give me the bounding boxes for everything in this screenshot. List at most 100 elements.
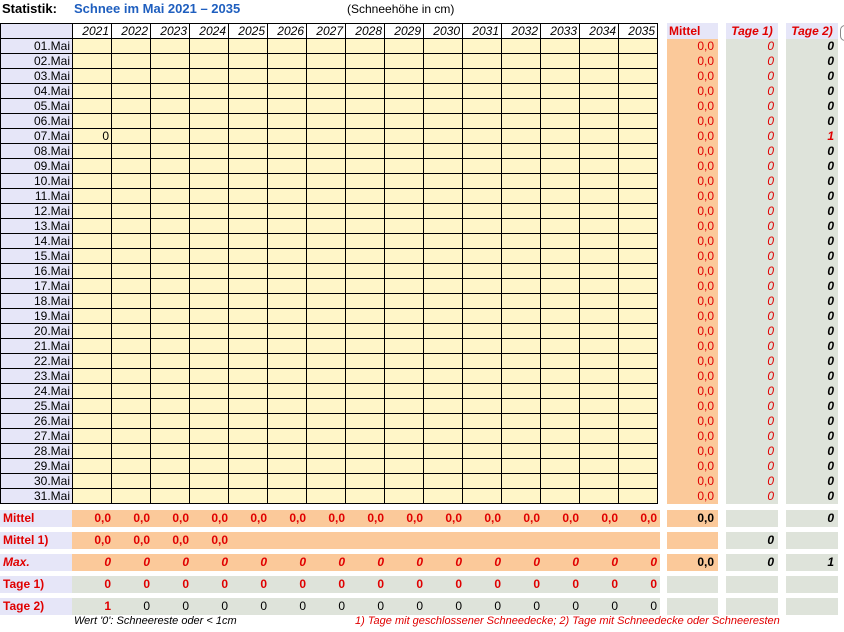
data-cell[interactable]: [462, 293, 502, 309]
data-cell[interactable]: [228, 428, 268, 444]
data-cell[interactable]: [345, 248, 385, 264]
data-cell[interactable]: [228, 233, 268, 249]
data-cell[interactable]: [423, 368, 463, 384]
data-cell[interactable]: [501, 38, 541, 54]
data-cell[interactable]: [111, 263, 151, 279]
data-cell[interactable]: [72, 188, 112, 204]
data-cell[interactable]: [501, 458, 541, 474]
data-cell[interactable]: [189, 278, 229, 294]
data-cell[interactable]: [306, 443, 346, 459]
data-cell[interactable]: [228, 188, 268, 204]
data-cell[interactable]: [306, 338, 346, 354]
data-cell[interactable]: [540, 113, 580, 129]
data-cell[interactable]: [267, 413, 307, 429]
data-cell[interactable]: [72, 113, 112, 129]
data-cell[interactable]: [267, 398, 307, 414]
data-cell[interactable]: [267, 68, 307, 84]
data-cell[interactable]: [579, 428, 619, 444]
data-cell[interactable]: [228, 293, 268, 309]
data-cell[interactable]: [306, 53, 346, 69]
data-cell[interactable]: [345, 233, 385, 249]
data-cell[interactable]: [384, 203, 424, 219]
data-cell[interactable]: [423, 233, 463, 249]
data-cell[interactable]: [618, 53, 658, 69]
data-cell[interactable]: [111, 203, 151, 219]
data-cell[interactable]: [267, 233, 307, 249]
data-cell[interactable]: [384, 443, 424, 459]
data-cell[interactable]: [540, 293, 580, 309]
data-cell[interactable]: [111, 158, 151, 174]
data-cell[interactable]: [189, 473, 229, 489]
data-cell[interactable]: [462, 338, 502, 354]
data-cell[interactable]: [228, 338, 268, 354]
data-cell[interactable]: [423, 128, 463, 144]
scroll-edge[interactable]: [840, 25, 844, 41]
data-cell[interactable]: [579, 323, 619, 339]
data-cell[interactable]: [384, 128, 424, 144]
data-cell[interactable]: [462, 458, 502, 474]
data-cell[interactable]: [618, 218, 658, 234]
data-cell[interactable]: [189, 98, 229, 114]
data-cell[interactable]: [618, 173, 658, 189]
data-cell[interactable]: [384, 113, 424, 129]
data-cell[interactable]: [111, 293, 151, 309]
data-cell[interactable]: [228, 398, 268, 414]
data-cell[interactable]: [306, 113, 346, 129]
data-cell[interactable]: [423, 173, 463, 189]
data-cell[interactable]: [579, 113, 619, 129]
data-cell[interactable]: [618, 488, 658, 504]
data-cell[interactable]: [111, 383, 151, 399]
data-cell[interactable]: [267, 428, 307, 444]
data-cell[interactable]: [579, 248, 619, 264]
data-cell[interactable]: [150, 338, 190, 354]
data-cell[interactable]: [345, 443, 385, 459]
data-cell[interactable]: [306, 98, 346, 114]
data-cell[interactable]: [72, 413, 112, 429]
data-cell[interactable]: [150, 443, 190, 459]
data-cell[interactable]: [189, 248, 229, 264]
data-cell[interactable]: [579, 473, 619, 489]
data-cell[interactable]: [384, 308, 424, 324]
data-cell[interactable]: [540, 413, 580, 429]
data-cell[interactable]: [579, 383, 619, 399]
data-cell[interactable]: [462, 488, 502, 504]
data-cell[interactable]: [228, 113, 268, 129]
data-cell[interactable]: [189, 263, 229, 279]
data-cell[interactable]: [150, 368, 190, 384]
data-cell[interactable]: [423, 278, 463, 294]
data-cell[interactable]: [267, 188, 307, 204]
data-cell[interactable]: [111, 398, 151, 414]
data-cell[interactable]: [345, 383, 385, 399]
data-cell[interactable]: [150, 458, 190, 474]
data-cell[interactable]: [228, 308, 268, 324]
data-cell[interactable]: [267, 53, 307, 69]
data-cell[interactable]: [189, 323, 229, 339]
data-cell[interactable]: [618, 293, 658, 309]
data-cell[interactable]: [189, 158, 229, 174]
data-cell[interactable]: [150, 143, 190, 159]
data-cell[interactable]: [111, 473, 151, 489]
data-cell[interactable]: [345, 308, 385, 324]
data-cell[interactable]: [540, 128, 580, 144]
data-cell[interactable]: [150, 233, 190, 249]
data-cell[interactable]: [501, 203, 541, 219]
data-cell[interactable]: [462, 428, 502, 444]
data-cell[interactable]: [306, 38, 346, 54]
data-cell[interactable]: [462, 443, 502, 459]
data-cell[interactable]: [72, 143, 112, 159]
data-cell[interactable]: [423, 143, 463, 159]
data-cell[interactable]: [189, 68, 229, 84]
data-cell[interactable]: [462, 143, 502, 159]
data-cell[interactable]: [540, 368, 580, 384]
data-cell[interactable]: [501, 383, 541, 399]
data-cell[interactable]: [267, 278, 307, 294]
data-cell[interactable]: [228, 368, 268, 384]
data-cell[interactable]: [501, 488, 541, 504]
data-cell[interactable]: [228, 143, 268, 159]
data-cell[interactable]: [72, 158, 112, 174]
data-cell[interactable]: [501, 113, 541, 129]
data-cell[interactable]: [540, 398, 580, 414]
data-cell[interactable]: [306, 143, 346, 159]
data-cell[interactable]: [345, 113, 385, 129]
data-cell[interactable]: [501, 83, 541, 99]
